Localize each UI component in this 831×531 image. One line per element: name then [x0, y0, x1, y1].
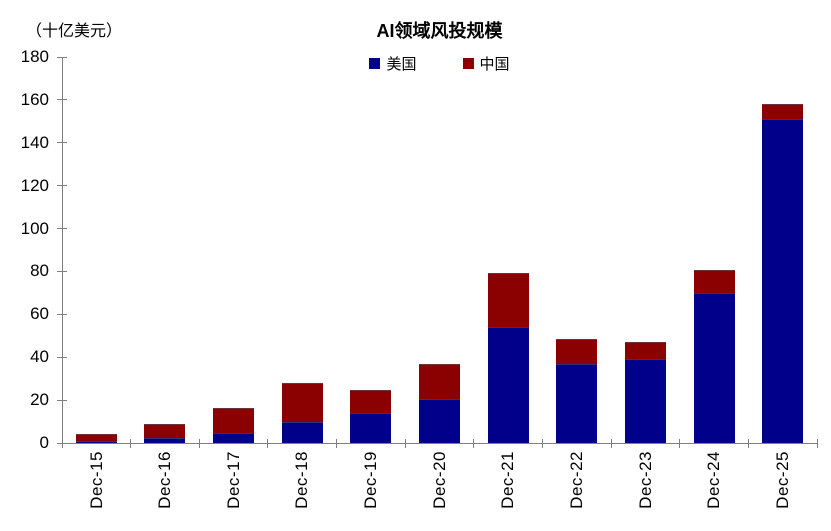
x-tick-label: Dec-15: [86, 451, 106, 509]
bar-segment-dec-19-series0: [350, 412, 392, 443]
x-tick-label: Dec-19: [360, 451, 380, 509]
bar-segment-dec-23-series1: [624, 342, 666, 360]
x-tick-label: Dec-24: [704, 451, 724, 509]
y-tick-mark: [57, 313, 67, 315]
x-tick-label: Dec-17: [223, 451, 243, 509]
x-axis-line: [62, 443, 818, 444]
x-tick-mark: [816, 439, 818, 448]
bar-segment-dec-24-series1: [693, 270, 735, 293]
legend-item-series0: 美国: [369, 53, 417, 74]
y-tick-label: 140: [20, 132, 49, 152]
x-tick-mark: [541, 439, 543, 448]
bar-segment-dec-21-series0: [487, 327, 529, 443]
bar-segment-dec-16-series0: [144, 437, 186, 443]
bar-segment-dec-19-series1: [350, 390, 392, 413]
bar-segment-dec-16-series1: [144, 423, 186, 438]
y-tick-mark: [57, 142, 67, 144]
x-tick-mark: [404, 439, 406, 448]
y-axis-line: [62, 57, 63, 443]
x-tick-mark: [198, 439, 200, 448]
x-tick-label: Dec-16: [154, 451, 174, 509]
y-tick-label: 40: [30, 347, 49, 367]
legend-label: 中国: [479, 56, 510, 73]
y-tick-label: 20: [30, 390, 49, 410]
x-tick-mark: [473, 439, 475, 448]
chart-title: AI领域风投规模: [376, 21, 503, 41]
y-tick-mark: [57, 56, 67, 58]
x-tick-mark: [747, 439, 749, 448]
bar-segment-dec-20-series0: [419, 399, 460, 443]
y-tick-label: 120: [20, 175, 49, 195]
legend-item-series1: 中国: [462, 53, 510, 74]
y-tick-label: 0: [39, 433, 49, 452]
bar-segment-dec-25-series1: [762, 104, 804, 120]
x-tick-mark: [130, 439, 132, 448]
y-tick-label: 100: [20, 218, 49, 238]
bar-segment-dec-18-series1: [281, 382, 323, 422]
y-tick-mark: [57, 356, 67, 358]
y-tick-label: 80: [30, 261, 49, 281]
legend-label: 美国: [386, 56, 417, 73]
x-tick-mark: [679, 439, 681, 448]
bar-segment-dec-25-series0: [762, 119, 804, 443]
bar-segment-dec-21-series1: [487, 272, 529, 328]
y-tick-mark: [57, 185, 67, 187]
chart-legend: 美国 中国: [62, 53, 817, 74]
x-tick-label: Dec-21: [498, 451, 518, 509]
y-tick-mark: [57, 270, 67, 272]
x-tick-label: Dec-18: [292, 451, 312, 509]
bar-segment-dec-22-series1: [556, 338, 598, 364]
legend-swatch-icon: [369, 58, 381, 69]
x-tick-mark: [267, 439, 269, 448]
y-axis-unit-label: （十亿美元）: [26, 23, 123, 40]
bar-segment-dec-15-series1: [75, 434, 117, 441]
x-tick-mark: [610, 439, 612, 448]
y-tick-mark: [57, 228, 67, 230]
x-tick-label: Dec-22: [566, 451, 586, 509]
bar-segment-dec-23-series0: [624, 359, 666, 443]
x-tick-mark: [61, 439, 63, 448]
bar-segment-dec-20-series1: [419, 363, 460, 400]
bar-segment-dec-17-series0: [213, 433, 255, 443]
bar-segment-dec-15-series0: [75, 440, 117, 443]
bar-segment-dec-24-series0: [693, 292, 735, 443]
bar-segment-dec-18-series0: [281, 421, 323, 443]
legend-swatch-icon: [462, 58, 474, 69]
y-tick-mark: [57, 99, 67, 101]
x-tick-label: Dec-20: [429, 451, 449, 509]
bar-segment-dec-17-series1: [213, 407, 255, 434]
y-tick-label: 180: [20, 47, 49, 66]
bar-segment-dec-22-series0: [556, 363, 598, 443]
y-tick-label: 60: [30, 304, 49, 324]
y-tick-mark: [57, 399, 67, 401]
x-tick-mark: [336, 439, 338, 448]
x-tick-label: Dec-25: [772, 451, 792, 509]
y-tick-label: 160: [20, 89, 49, 109]
x-tick-label: Dec-23: [635, 451, 655, 509]
